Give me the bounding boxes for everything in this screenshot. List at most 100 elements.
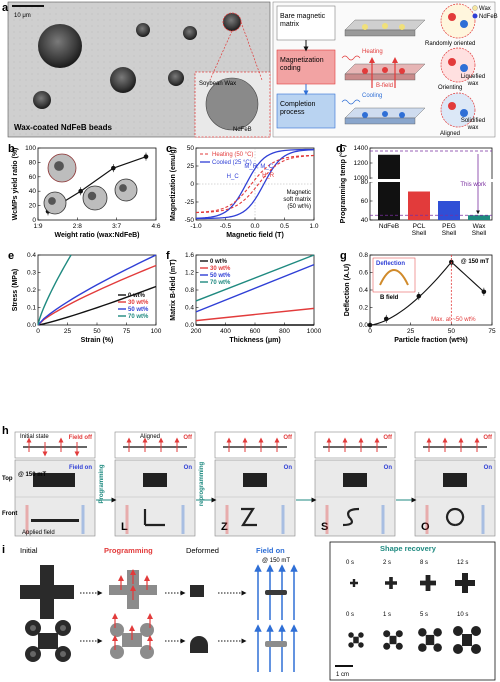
stress-curve [37, 285, 157, 326]
bfield-line [195, 254, 315, 302]
label-line: Shell [412, 230, 427, 237]
step-coding-label: Magnetization coding [280, 57, 324, 72]
x-tick-label: 600 [250, 328, 261, 335]
temp-bar [438, 201, 460, 220]
drone-deformed [190, 636, 208, 653]
sem-caption: Wax-coated NdFeB beads [14, 123, 112, 132]
strip-top [343, 473, 367, 487]
note-line: Magnetic [287, 190, 311, 196]
note-aligned: Aligned [440, 131, 460, 137]
x-tick-label: 800 [279, 328, 290, 335]
legend-entry: 50 wt% [128, 307, 149, 313]
note-line: soft matrix [283, 197, 311, 203]
y-tick-label: 0.0 [185, 322, 194, 329]
legend-entry: 30 wt% [210, 266, 231, 272]
bfield-line [195, 263, 315, 313]
panel-h: h Field off Field on Off On L Off On Z Off On S Off… [2, 425, 496, 537]
x-tick-label: 3:7 [112, 223, 121, 230]
y-tick-label: 80 [361, 179, 369, 186]
y-axis-label: Magnetization (emu/g) [170, 147, 177, 221]
stress-curve [37, 254, 157, 326]
slab-2 [341, 55, 426, 88]
slab-1 [344, 19, 426, 37]
time-label-bottom: 1 s [383, 612, 391, 618]
x-tick-label: 1000 [307, 328, 322, 335]
drone-programming [110, 623, 154, 659]
x-tick-label: 1.0 [309, 223, 318, 230]
legend-entry: 0 wt% [128, 293, 146, 299]
note-random: Randomly oriented [425, 41, 475, 47]
mr-label: M_R, M_C [244, 164, 273, 170]
x-tick-label: 1:9 [33, 223, 42, 230]
y-axis-label: Deflection (A.U) [344, 264, 351, 317]
on-label: On [184, 465, 193, 471]
yield-point [111, 165, 116, 171]
stress-curve [37, 254, 72, 326]
y-tick-label: 0.0 [27, 322, 36, 329]
inset-bottom: B field [380, 295, 399, 301]
off-label: Off [383, 435, 393, 441]
mt-label: @ 150 mT [18, 472, 47, 478]
panel-label: f [166, 250, 170, 262]
y-tick-label: 50 [187, 145, 195, 152]
legend-ndfeb: NdFeB [479, 14, 498, 20]
top-schematic [414, 431, 496, 459]
recovery-drone-rotor [395, 642, 403, 650]
recovery-drone-rotor [471, 644, 481, 654]
y-tick-label: 0.2 [27, 287, 36, 294]
off-label: Off [483, 435, 493, 441]
y-tick-label: 20 [29, 203, 37, 210]
on-label: On [484, 465, 493, 471]
deflection-point [481, 289, 487, 295]
inset-ndfeb-label: NdFeB [233, 127, 252, 133]
legend-entry: 70 wt% [128, 314, 149, 320]
panel-label: d [336, 143, 343, 155]
photo-frame [214, 459, 296, 537]
panel-c: -1.0 -0.5 0.0 0.5 1.0 -50 -25 0 25 50 Magnetic fie… [166, 143, 319, 239]
deflection-point [416, 293, 422, 299]
text-line: matrix [280, 21, 300, 28]
y-tick-label: 0.8 [185, 287, 194, 294]
x-tick-label: 400 [220, 328, 231, 335]
panel-h-label: h [2, 425, 9, 437]
y-tick-label: 60 [29, 174, 37, 181]
deflection-curve [369, 263, 485, 326]
shape-letter: Z [221, 521, 228, 533]
note-line: (50 wt%) [287, 204, 311, 210]
hc-label: H_C [227, 174, 240, 180]
recovery-drone-body [389, 635, 397, 645]
y-tick-label: 0.4 [27, 252, 36, 259]
y-axis-label: Programming temp (°C) [339, 145, 347, 224]
off-label: Field off [69, 435, 93, 441]
field-on-drone [265, 641, 287, 647]
panel-b: 1:9 2:8 3:7 4:6 0 20 40 60 80 100 Weight ratio (wa… [8, 143, 161, 239]
time-label-top: 2 s [383, 560, 391, 566]
field-on-mt: @ 150 mT [262, 558, 290, 564]
label-line: Wax [473, 223, 487, 230]
recovery-cross [385, 577, 398, 589]
time-label-top: 0 s [346, 560, 354, 566]
bar-break [376, 179, 402, 182]
temp-bar [468, 215, 490, 220]
shape-letter: L [121, 521, 128, 533]
inset-top: Deflection [376, 261, 405, 267]
y-tick-label: 40 [29, 188, 37, 195]
text-line: wax [467, 81, 479, 87]
y-tick-label: 1200 [354, 160, 369, 167]
plot-frame [369, 147, 493, 221]
recovery-drone-rotor [433, 628, 442, 637]
bar-label: Wax Shell [472, 223, 487, 237]
recovery-drone-body [425, 634, 435, 646]
field-on-cross [265, 590, 287, 595]
off-label: Off [283, 435, 293, 441]
y-axis-label: Matrix B-field (mT) [170, 259, 177, 320]
deflection-point [383, 316, 389, 322]
drone-initial [25, 620, 71, 662]
aligned-label: Aligned [140, 434, 160, 440]
photo-frame [14, 459, 96, 537]
strip-top [143, 473, 167, 487]
label-line: PEG [442, 223, 456, 230]
y-tick-label: 100 [25, 145, 36, 152]
legend-entry: 0 wt% [210, 259, 228, 265]
matrix-note: Magnetic soft matrix (50 wt%) [283, 190, 311, 210]
